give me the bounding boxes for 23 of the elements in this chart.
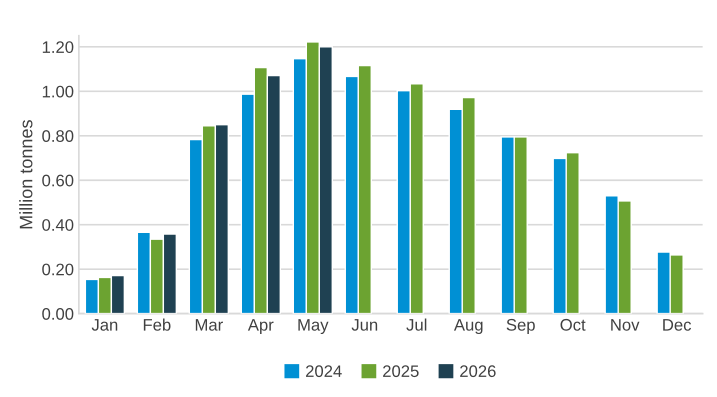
y-tick-label: 0.00	[42, 308, 74, 320]
x-tick-label: May	[298, 319, 329, 334]
legend-label: 2026	[460, 365, 496, 378]
x-tick-label: Mar	[196, 319, 223, 331]
y-tick-label: 1.20	[42, 41, 74, 54]
x-tick-label: Apr	[248, 319, 274, 334]
y-tick-label: 0.60	[42, 174, 74, 186]
x-tick-label: Jun	[352, 319, 378, 331]
x-tick-label: Jan	[92, 319, 118, 331]
legend-label: 2025	[383, 365, 419, 378]
y-tick-label: 1.00	[42, 86, 74, 98]
y-axis-title: Million tonnes	[19, 120, 32, 228]
x-tick-label: Oct	[560, 318, 586, 331]
x-tick-label: Sep	[506, 318, 535, 334]
x-tick-label: Feb	[144, 318, 171, 331]
legend-label: 2024	[306, 365, 342, 378]
x-tick-label: Aug	[454, 319, 482, 334]
x-tick-label: Nov	[611, 319, 640, 331]
y-tick-label: 0.40	[42, 219, 74, 231]
x-tick-label: Jul	[406, 318, 426, 331]
y-tick-label: 0.80	[42, 130, 74, 142]
y-tick-label: 0.20	[42, 264, 74, 276]
x-tick-label: Dec	[663, 319, 692, 331]
